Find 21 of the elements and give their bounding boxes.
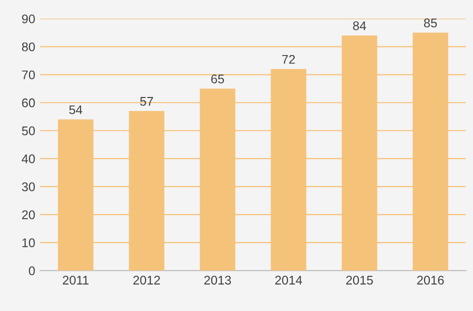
y-tick-label: 0 [28,266,35,276]
data-label: 85 [424,18,437,28]
data-label: 72 [282,54,295,64]
x-tick-label: 2013 [204,276,231,285]
x-tick-label: 2014 [275,276,302,285]
x-tick-label: 2016 [417,276,444,285]
y-tick-label: 40 [22,154,35,164]
y-tick-label: 10 [22,238,35,248]
x-tick-label: 2012 [133,276,160,285]
x-tick-label: 2015 [346,276,373,285]
y-tick-label: 20 [22,210,35,220]
y-tick-label: 80 [22,42,35,52]
data-label: 54 [69,105,82,114]
y-tick-label: 50 [22,126,35,136]
y-tick-label: 70 [22,70,35,80]
x-tick-label: 2011 [62,276,89,285]
y-tick-label: 60 [22,98,35,108]
y-tick-label: 90 [22,14,35,24]
y-tick-label: 30 [22,182,35,192]
data-label: 65 [211,74,224,84]
data-label: 84 [353,21,366,30]
